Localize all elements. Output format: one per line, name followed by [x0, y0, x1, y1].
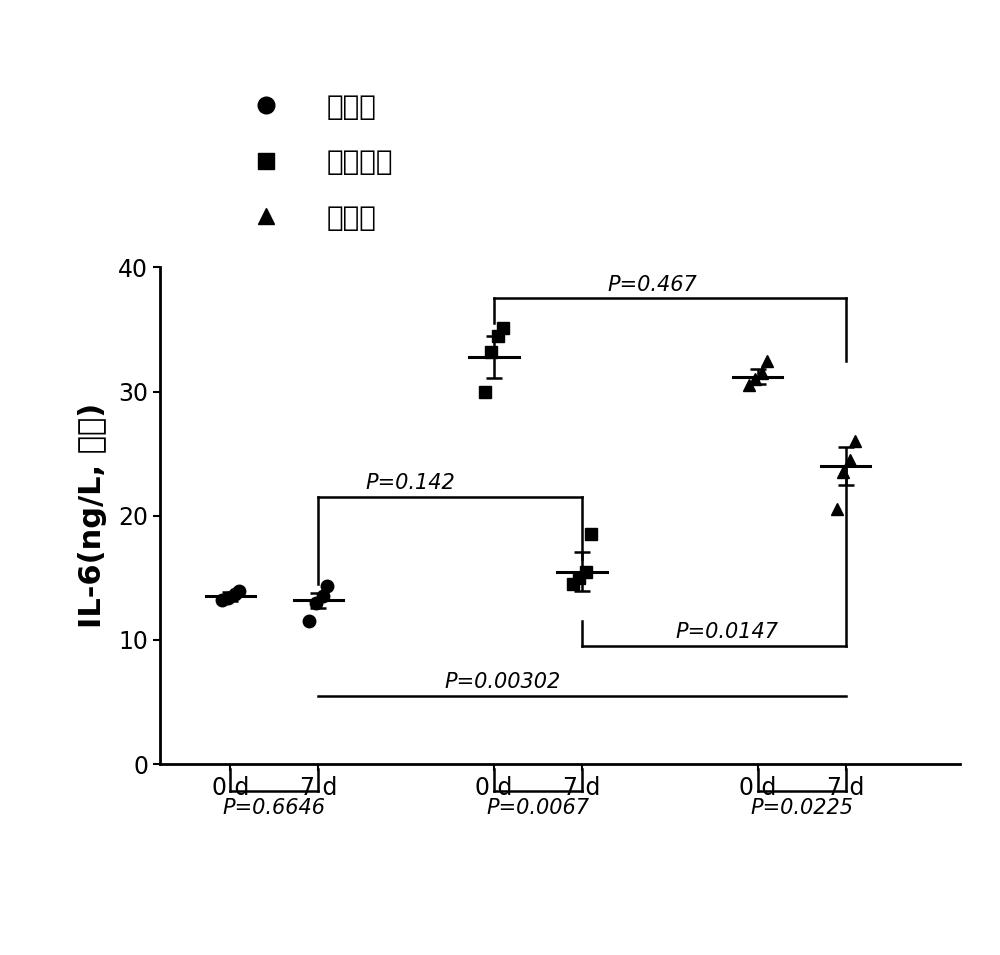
Legend: 对照组, 乳腺炎组, 治疗组: 对照组, 乳腺炎组, 治疗组: [238, 93, 393, 232]
Text: P=0.142: P=0.142: [366, 474, 455, 494]
Text: P=0.0067: P=0.0067: [487, 797, 590, 817]
Text: P=0.0225: P=0.0225: [750, 797, 853, 817]
Text: P=0.467: P=0.467: [607, 275, 697, 295]
Text: P=0.0147: P=0.0147: [676, 623, 779, 643]
Text: P=0.6646: P=0.6646: [223, 797, 326, 817]
Y-axis label: IL-6(ng/L, 乳清): IL-6(ng/L, 乳清): [78, 403, 107, 628]
Text: P=0.00302: P=0.00302: [445, 672, 561, 692]
